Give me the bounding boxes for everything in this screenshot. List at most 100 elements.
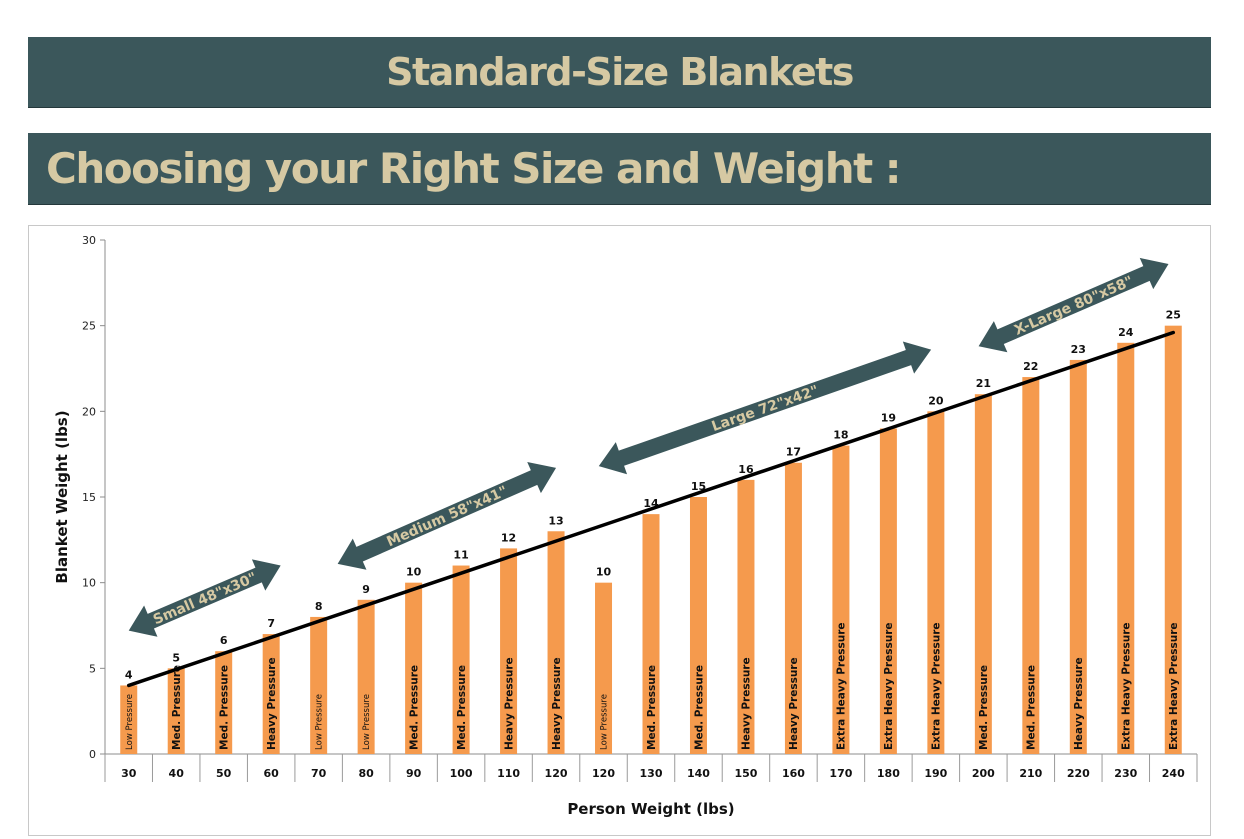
bar-value-label: 4 xyxy=(125,668,133,681)
y-axis-title: Blanket Weight (lbs) xyxy=(53,410,71,583)
bar-value-label: 11 xyxy=(453,549,468,562)
size-arrow-shape xyxy=(978,257,1169,353)
bar xyxy=(357,599,375,754)
x-tick-label: 150 xyxy=(734,767,757,780)
bar-value-label: 19 xyxy=(881,411,896,424)
bar xyxy=(784,462,802,754)
x-tick-label: 120 xyxy=(592,767,615,780)
size-arrow: Small 48"x30" xyxy=(128,559,281,637)
bar xyxy=(974,394,992,754)
bar-value-label: 22 xyxy=(1023,360,1038,373)
x-tick-label: 90 xyxy=(406,767,422,780)
x-tick-label: 30 xyxy=(121,767,137,780)
bar-pressure-label: Low Pressure xyxy=(600,694,610,750)
bar-value-label: 16 xyxy=(738,463,754,476)
bar xyxy=(1069,359,1087,754)
bar xyxy=(1117,342,1135,754)
bar xyxy=(927,411,945,754)
trend-line xyxy=(126,330,1176,688)
bar xyxy=(595,582,613,754)
bar-pressure-label: Med. Pressure xyxy=(693,665,705,750)
bar-pressure-label: Extra Heavy Pressure xyxy=(1168,623,1180,751)
x-tick-label: 50 xyxy=(216,767,232,780)
x-tick-label: 110 xyxy=(497,767,520,780)
bar-pressure-label: Heavy Pressure xyxy=(1073,657,1085,750)
bar-pressure-label: Med. Pressure xyxy=(408,665,420,750)
bar xyxy=(547,531,565,754)
y-tick-label: 5 xyxy=(89,662,96,675)
bar-value-label: 7 xyxy=(267,617,275,630)
subtitle-banner: Choosing your Right Size and Weight : xyxy=(28,133,1211,205)
bar-value-label: 23 xyxy=(1071,343,1086,356)
bar-value-label: 6 xyxy=(220,634,228,647)
blanket-weight-chart: 0 5 10 15 20 25 30 Low Pressure 4 30 Med. Pressure… xyxy=(53,234,1198,818)
chart-frame: 0 5 10 15 20 25 30 Low Pressure 4 30 Med. Pressure… xyxy=(28,225,1211,836)
x-tick-label: 210 xyxy=(1019,767,1042,780)
bar-value-label: 5 xyxy=(172,651,180,664)
y-tick-label: 15 xyxy=(82,491,96,504)
bar xyxy=(452,565,470,754)
bar-value-label: 15 xyxy=(691,480,706,493)
bar xyxy=(689,497,707,754)
x-tick-label: 240 xyxy=(1162,767,1185,780)
x-tick-label: 220 xyxy=(1067,767,1090,780)
size-arrow-shape xyxy=(598,341,932,475)
bar-value-label: 10 xyxy=(406,566,422,579)
bar-pressure-label: Heavy Pressure xyxy=(551,657,563,750)
bar-pressure-label: Heavy Pressure xyxy=(503,657,515,750)
x-tick-label: 200 xyxy=(972,767,995,780)
x-tick-label: 180 xyxy=(877,767,900,780)
bar-pressure-label: Extra Heavy Pressure xyxy=(836,623,848,751)
size-arrow: Medium 58"x41" xyxy=(337,461,557,570)
size-arrow-label: Large 72"x42" xyxy=(710,383,821,435)
banner-title: Standard-Size Blankets xyxy=(386,50,854,94)
bar-pressure-label: Extra Heavy Pressure xyxy=(1121,623,1133,751)
bar xyxy=(500,548,518,754)
bar-pressure-label: Med. Pressure xyxy=(1026,665,1038,750)
size-arrow-shape xyxy=(337,461,557,570)
x-tick-label: 170 xyxy=(829,767,852,780)
bar-pressure-label: Med. Pressure xyxy=(646,665,658,750)
x-tick-label: 120 xyxy=(545,767,568,780)
bar xyxy=(879,428,897,754)
bar xyxy=(1022,377,1040,754)
x-tick-label: 100 xyxy=(450,767,473,780)
bar xyxy=(167,668,185,754)
bar-pressure-label: Med. Pressure xyxy=(978,665,990,750)
y-tick-label: 25 xyxy=(82,320,96,333)
bar-pressure-label: Med. Pressure xyxy=(218,665,230,750)
bar xyxy=(405,582,423,754)
bar xyxy=(262,634,280,754)
bar-pressure-label: Heavy Pressure xyxy=(788,657,800,750)
bar-value-label: 21 xyxy=(976,377,991,390)
bar-value-label: 24 xyxy=(1118,326,1134,339)
x-tick-label: 230 xyxy=(1114,767,1137,780)
bar-value-label: 9 xyxy=(362,583,370,596)
bar xyxy=(120,685,138,754)
x-tick-label: 190 xyxy=(924,767,947,780)
size-arrow-label: Medium 58"x41" xyxy=(384,483,510,550)
bar xyxy=(310,616,328,754)
bar-value-label: 25 xyxy=(1166,309,1181,322)
title-banner: Standard-Size Blankets xyxy=(28,37,1211,108)
x-tick-label: 140 xyxy=(687,767,710,780)
bar-value-label: 13 xyxy=(548,514,563,527)
x-tick-label: 70 xyxy=(311,767,327,780)
x-tick-label: 40 xyxy=(169,767,185,780)
x-tick-label: 60 xyxy=(264,767,280,780)
bar xyxy=(215,651,233,754)
bar xyxy=(1164,325,1182,754)
bar-pressure-label: Low Pressure xyxy=(362,694,372,750)
x-tick-label: 130 xyxy=(640,767,663,780)
x-tick-label: 80 xyxy=(358,767,374,780)
bar-value-label: 8 xyxy=(315,600,323,613)
x-tick-label: 160 xyxy=(782,767,805,780)
bar-value-label: 12 xyxy=(501,531,516,544)
bar-value-label: 10 xyxy=(596,566,612,579)
y-tick-label: 0 xyxy=(89,748,96,761)
size-arrow-shape xyxy=(128,559,281,637)
bar-pressure-label: Heavy Pressure xyxy=(741,657,753,750)
bar-value-label: 20 xyxy=(928,394,944,407)
y-tick-label: 20 xyxy=(82,405,96,418)
bar xyxy=(832,445,850,754)
